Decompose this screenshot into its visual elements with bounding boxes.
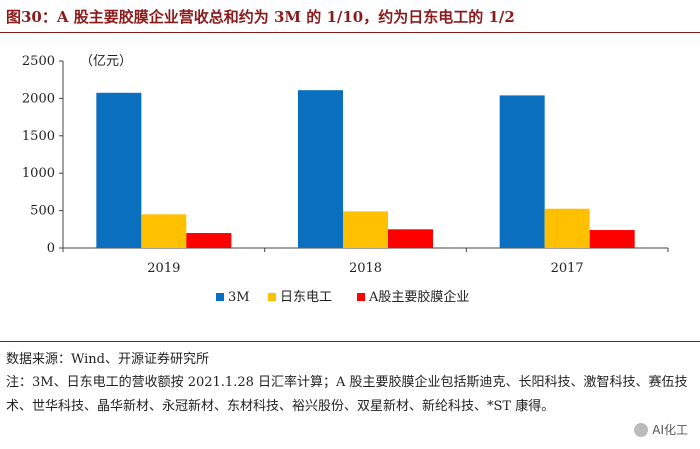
legend-label-1: 日东电工 (280, 290, 332, 305)
y-tick-label: 0 (47, 241, 55, 256)
wechat-icon (634, 422, 649, 437)
legend-swatch-1 (268, 293, 276, 301)
legend-label-0: 3M (228, 290, 250, 305)
bar-chart: 0 500 1000 1500 2000 2500 （亿元） 2019 2018 2017 3M 日东… (22, 54, 669, 305)
y-tick-label: 2000 (22, 91, 55, 106)
y-tick-label: 1000 (22, 166, 55, 181)
data-source: 数据来源：Wind、开源证券研究所 (6, 352, 209, 367)
footnote: 注：3M、日东电工的营收额按 2021.1.28 日汇率计算；A 股主要胶膜企业… (6, 375, 688, 414)
bar-2018-0 (298, 90, 343, 248)
legend-swatch-0 (216, 293, 224, 301)
x-tick-label: 2017 (551, 261, 584, 276)
footer-divider (0, 341, 700, 342)
y-tick-label: 2500 (22, 54, 55, 69)
bar-2017-2 (589, 230, 635, 248)
bar-2019-2 (186, 233, 232, 248)
x-tick-label: 2019 (147, 261, 180, 276)
bar-2019-0 (96, 92, 142, 248)
figure-title: 图30：A 股主要胶膜企业营收总和约为 3M 的 1/10，约为日东电工的 1/… (6, 8, 515, 26)
bar-2017-1 (544, 208, 590, 248)
bar-2018-1 (343, 211, 388, 248)
y-tick-label: 1500 (22, 129, 55, 144)
legend-label-2: A股主要胶膜企业 (368, 289, 469, 305)
title-divider (0, 32, 700, 33)
legend-swatch-2 (357, 293, 365, 301)
y-axis-label: （亿元） (80, 54, 132, 69)
bar-2019-1 (141, 214, 187, 248)
bar-2018-2 (388, 229, 433, 248)
y-tick-label: 500 (30, 204, 55, 219)
bar-2017-0 (499, 95, 545, 248)
x-tick-label: 2018 (349, 261, 382, 276)
watermark: AI化工 (630, 420, 692, 439)
watermark-text: AI化工 (652, 423, 688, 437)
